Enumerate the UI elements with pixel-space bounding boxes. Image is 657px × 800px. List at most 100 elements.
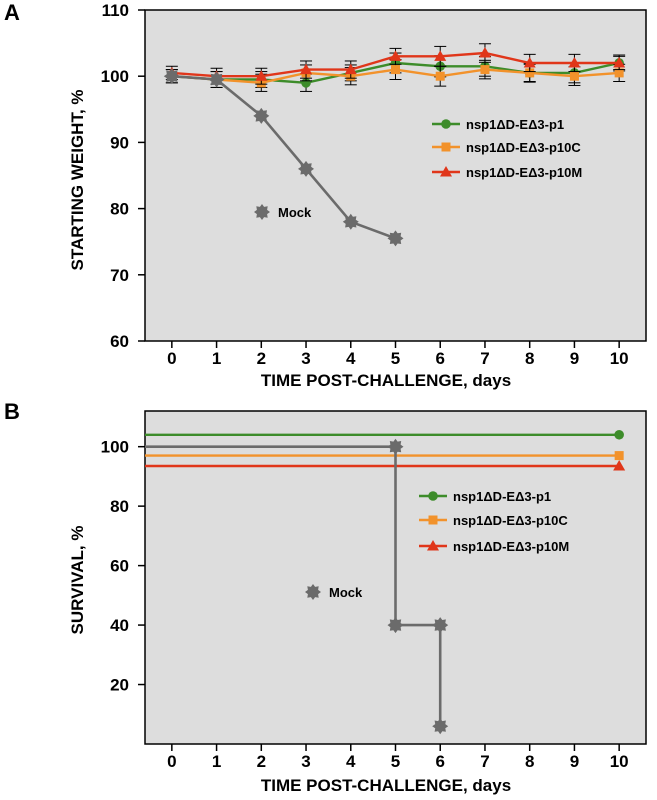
panel-a-x-axis-label: TIME POST-CHALLENGE, days xyxy=(261,371,511,390)
panel-a-series-mock xyxy=(163,68,404,247)
panel-b-x-tick-label: 2 xyxy=(257,752,266,771)
panel-a-legend-item-nsp1-d-e-3-p1: nsp1ΔD-EΔ3-p1 xyxy=(432,117,564,132)
panel-a-y-tick-label: 90 xyxy=(110,133,129,152)
panel-a-mock-label-text: Mock xyxy=(278,205,312,220)
panel-a: A 0 1 2 3 4 5 6 7 8 9 10 60 70 80 90 100 110 nsp1ΔD-EΔ3-… xyxy=(4,0,647,390)
panel-a-x-tick-label: 4 xyxy=(346,349,356,368)
panel-a-point-nsp1-d-e-3-p10m xyxy=(568,56,581,68)
panel-b-x-tick-label: 0 xyxy=(167,752,176,771)
panel-b-x-tick-label: 1 xyxy=(212,752,221,771)
panel-a-legend-item-nsp1-d-e-3-p10m: nsp1ΔD-EΔ3-p10M xyxy=(432,165,582,180)
panel-a-mock-label-marker xyxy=(254,204,270,220)
panel-b-series-nsp1-d-e-3-p1 xyxy=(145,429,624,440)
panel-b-legend-swatch-marker xyxy=(428,491,438,501)
panel-a-x-tick-label: 6 xyxy=(435,349,444,368)
panel-b-legend-label: nsp1ΔD-EΔ3-p10M xyxy=(453,539,569,554)
panel-b-y-tick-label: 40 xyxy=(110,616,129,635)
panel-a-x-tick-label: 9 xyxy=(570,349,579,368)
panel-b-legend-swatch-marker xyxy=(427,540,439,551)
panel-a-legend-label: nsp1ΔD-EΔ3-p10C xyxy=(466,140,581,155)
panel-a-y-axis-label: STARTING WEIGHT, % xyxy=(68,89,87,270)
panel-b-series-nsp1-d-e-3-p10c xyxy=(145,451,624,461)
panel-a-y-tick-label: 80 xyxy=(110,200,129,219)
panel-a-point-mock xyxy=(387,230,404,247)
panel-b-series-nsp1-d-e-3-p10m xyxy=(145,460,626,471)
panel-a-x-tick-label: 10 xyxy=(610,349,629,368)
panel-b-point-nsp1-d-e-3-p10m xyxy=(613,460,626,471)
panel-b-x-tick-label: 3 xyxy=(301,752,310,771)
panel-a-point-nsp1-d-e-3-p10m xyxy=(434,50,447,61)
panel-b-x-axis-label: TIME POST-CHALLENGE, days xyxy=(261,776,511,795)
panel-a-series xyxy=(163,43,626,247)
panel-a-legend-label: nsp1ΔD-EΔ3-p1 xyxy=(466,117,564,132)
panel-a-point-mock xyxy=(342,213,359,230)
panel-b-point-mock xyxy=(432,718,449,735)
panel-a-point-mock xyxy=(208,71,225,88)
panel-b-legend-swatch-marker xyxy=(428,515,438,525)
panel-b-mock-label: Mock xyxy=(305,584,363,600)
panel-a-point-nsp1-d-e-3-p10c xyxy=(480,65,490,75)
panel-b-x-tick-label: 8 xyxy=(525,752,534,771)
panel-a-point-nsp1-d-e-3-p10m xyxy=(344,63,357,75)
panel-b-x-tick-label: 9 xyxy=(570,752,579,771)
panel-a-y-tick-label: 100 xyxy=(101,67,129,86)
panel-b-point-nsp1-d-e-3-p1 xyxy=(614,429,624,440)
panel-b-x-tick-label: 4 xyxy=(346,752,356,771)
panel-b-letter: B xyxy=(4,399,20,424)
panel-a-point-nsp1-d-e-3-p10m xyxy=(389,50,402,61)
panel-a-mock-label: Mock xyxy=(254,204,312,220)
panel-a-point-mock xyxy=(163,68,180,85)
panel-a-x-tick-label: 3 xyxy=(301,349,310,368)
panel-a-x-tick-label: 8 xyxy=(525,349,534,368)
panel-a-x-tick-label: 5 xyxy=(391,349,400,368)
panel-a-y-tick-label: 110 xyxy=(102,1,129,20)
panel-a-legend-swatch-marker xyxy=(441,142,451,152)
panel-a-point-nsp1-d-e-3-p10c xyxy=(525,68,535,78)
panel-a-y-tick-label: 70 xyxy=(110,266,129,285)
panel-b-legend: nsp1ΔD-EΔ3-p1 nsp1ΔD-EΔ3-p10C nsp1ΔD-EΔ3-p… xyxy=(305,489,569,600)
panel-b-legend-item-nsp1-d-e-3-p10m: nsp1ΔD-EΔ3-p10M xyxy=(419,539,569,554)
panel-b-mock-label-text: Mock xyxy=(329,585,363,600)
panel-a-point-nsp1-d-e-3-p10c xyxy=(569,71,579,81)
panel-b-point-mock xyxy=(387,617,404,634)
panel-a-letter: A xyxy=(4,0,20,25)
panel-a-legend-swatch-marker xyxy=(440,166,452,177)
panel-b-legend-label: nsp1ΔD-EΔ3-p1 xyxy=(453,489,551,504)
panel-a-legend-swatch-marker xyxy=(441,119,451,129)
panel-b-legend-item-nsp1-d-e-3-p1: nsp1ΔD-EΔ3-p1 xyxy=(419,489,551,504)
panel-a-point-nsp1-d-e-3-p10m xyxy=(478,47,491,58)
panel-a-legend-item-nsp1-d-e-3-p10c: nsp1ΔD-EΔ3-p10C xyxy=(432,140,581,155)
panel-b-y-axis-label: SURVIVAL, % xyxy=(68,526,87,635)
panel-b-x-tick-label: 10 xyxy=(610,752,629,771)
panel-b-y-tick-label: 60 xyxy=(110,557,129,576)
panel-a-x-tick-label: 0 xyxy=(167,349,176,368)
panel-a-point-nsp1-d-e-3-p10c xyxy=(391,65,400,75)
panel-a-axes: 0 1 2 3 4 5 6 7 8 9 10 60 70 80 90 100 110 xyxy=(101,1,629,368)
panel-a-point-mock xyxy=(253,107,270,124)
panel-b-y-tick-label: 100 xyxy=(101,438,129,457)
panel-b-point-mock xyxy=(387,438,404,455)
panel-a-x-tick-label: 1 xyxy=(212,349,221,368)
panel-a-x-tick-label: 2 xyxy=(257,349,266,368)
panel-b-x-tick-label: 5 xyxy=(391,752,400,771)
panel-a-legend: nsp1ΔD-EΔ3-p1 nsp1ΔD-EΔ3-p10C nsp1ΔD-EΔ3-p… xyxy=(254,117,582,220)
panel-b-x-tick-label: 6 xyxy=(435,752,444,771)
panel-a-legend-label: nsp1ΔD-EΔ3-p10M xyxy=(466,165,582,180)
panel-a-point-nsp1-d-e-3-p10m xyxy=(613,56,626,68)
panel-a-point-nsp1-d-e-3-p10m xyxy=(300,63,313,75)
panel-a-point-nsp1-d-e-3-p10m xyxy=(255,70,268,81)
panel-b-y-tick-label: 20 xyxy=(110,676,129,695)
panel-b-point-mock xyxy=(432,617,449,634)
panel-b-legend-item-nsp1-d-e-3-p10c: nsp1ΔD-EΔ3-p10C xyxy=(419,513,568,528)
panel-b-mock-label-marker xyxy=(305,584,321,600)
panel-a-y-tick-label: 60 xyxy=(110,332,129,351)
panel-b-y-tick-label: 80 xyxy=(110,497,129,516)
panel-a-point-nsp1-d-e-3-p10c xyxy=(435,71,445,81)
panel-a-point-nsp1-d-e-3-p10c xyxy=(614,68,624,78)
panel-a-point-nsp1-d-e-3-p10m xyxy=(523,56,536,68)
panel-b-series xyxy=(145,429,626,735)
panel-b-axes: 0 1 2 3 4 5 6 7 8 9 10 20 40 60 80 100 xyxy=(101,438,629,771)
panel-a-point-mock xyxy=(298,160,314,177)
